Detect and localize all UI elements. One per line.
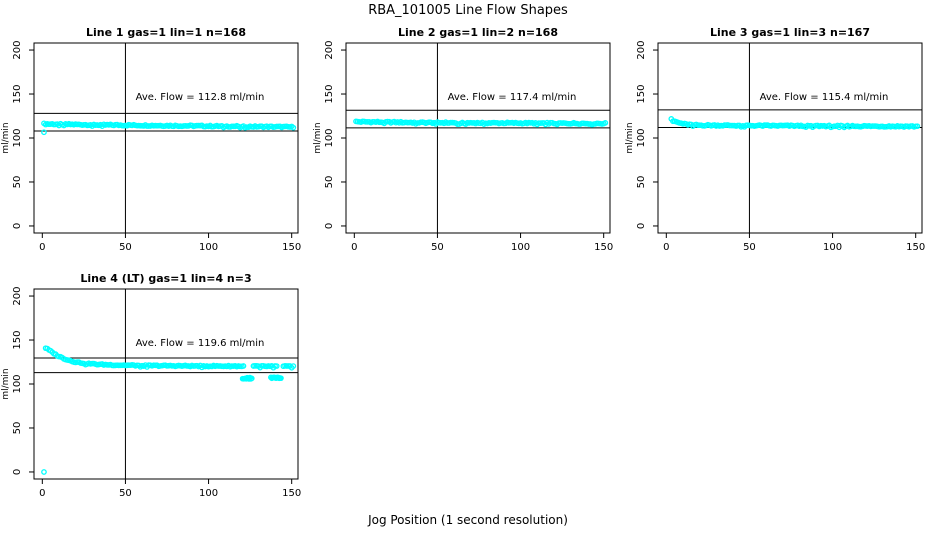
data-points [668, 116, 921, 131]
plot-box [33, 42, 299, 234]
y-tick-label: 0 [636, 223, 647, 229]
y-tick-label: 200 [636, 40, 647, 59]
ave-flow-annotation: Ave. Flow = 117.4 ml/min [448, 92, 577, 103]
plot-box [345, 42, 611, 234]
ave-flow-annotation: Ave. Flow = 115.4 ml/min [760, 92, 889, 103]
subplot-title: Line 2 gas=1 lin=2 n=168 [398, 26, 558, 39]
y-tick-label: 50 [324, 176, 335, 189]
y-tick-label: 50 [12, 422, 23, 435]
x-tick-label: 0 [663, 242, 669, 253]
y-tick-label: 200 [324, 40, 335, 59]
y-tick-label: 200 [12, 40, 23, 59]
figure-xlabel: Jog Position (1 second resolution) [368, 513, 568, 527]
flow-point [290, 363, 297, 369]
y-tick-label: 200 [12, 286, 23, 305]
y-tick-label: 0 [12, 223, 23, 229]
y-tick-label: 100 [12, 374, 23, 393]
x-tick-label: 50 [431, 242, 444, 253]
plot-box [33, 288, 299, 480]
x-tick-label: 150 [282, 242, 301, 253]
subplot-title: Line 3 gas=1 lin=3 n=167 [710, 26, 870, 39]
flow-point [602, 120, 609, 126]
data-points [41, 345, 297, 475]
y-tick-label: 150 [12, 330, 23, 349]
y-tick-label: 150 [324, 84, 335, 103]
plot-box [657, 42, 923, 234]
x-tick-label: 150 [594, 242, 613, 253]
x-tick-label: 0 [39, 242, 45, 253]
x-tick-label: 100 [199, 242, 218, 253]
y-tick-label: 100 [12, 128, 23, 147]
y-tick-label: 50 [12, 176, 23, 189]
subplot-title: Line 4 (LT) gas=1 lin=4 n=3 [80, 272, 251, 285]
y-tick-label: 50 [636, 176, 647, 189]
data-points [353, 118, 609, 128]
x-tick-label: 0 [39, 488, 45, 499]
x-tick-label: 100 [511, 242, 530, 253]
x-tick-label: 50 [119, 242, 132, 253]
x-tick-label: 100 [199, 488, 218, 499]
flow-point [273, 363, 280, 369]
ave-flow-annotation: Ave. Flow = 112.8 ml/min [136, 92, 265, 103]
subplot-line-3: Line 3 gas=1 lin=3 n=167 ml/min Ave. Flo… [624, 20, 936, 268]
x-tick-label: 0 [351, 242, 357, 253]
subplot-line-4-svg: Line 4 (LT) gas=1 lin=4 n=3 ml/min Ave. … [1, 272, 301, 499]
flow-point [41, 129, 47, 136]
y-tick-label: 150 [12, 84, 23, 103]
plot-area: 0 50 100 150 0 50 100 150 200 [12, 286, 301, 499]
subplot-line-1: Line 1 gas=1 lin=1 n=168 ml/min Ave. Flo… [0, 20, 312, 268]
flow-point [278, 375, 284, 382]
flow-point [248, 375, 255, 382]
subplot-line-1-svg: Line 1 gas=1 lin=1 n=168 ml/min Ave. Flo… [1, 26, 301, 253]
y-axis-label: ml/min [1, 122, 11, 153]
y-tick-label: 0 [324, 223, 335, 229]
x-tick-label: 100 [823, 242, 842, 253]
flow-point [41, 469, 47, 475]
x-tick-label: 150 [282, 488, 301, 499]
y-tick-label: 150 [636, 84, 647, 103]
y-axis-label: ml/min [1, 368, 11, 399]
x-tick-label: 50 [743, 242, 756, 253]
plot-area: 0 50 100 150 0 50 100 150 200 [12, 40, 301, 253]
y-axis-label: ml/min [313, 122, 323, 153]
data-points [41, 120, 297, 136]
y-tick-label: 100 [324, 128, 335, 147]
y-axis-label: ml/min [625, 122, 635, 153]
subplot-line-3-svg: Line 3 gas=1 lin=3 n=167 ml/min Ave. Flo… [625, 26, 925, 253]
x-tick-label: 50 [119, 488, 132, 499]
subplot-line-2: Line 2 gas=1 lin=2 n=168 ml/min Ave. Flo… [312, 20, 624, 268]
figure-title: RBA_101005 Line Flow Shapes [368, 3, 568, 18]
flow-point [290, 124, 297, 131]
subplot-line-4: Line 4 (LT) gas=1 lin=4 n=3 ml/min Ave. … [0, 266, 312, 514]
ave-flow-annotation: Ave. Flow = 119.6 ml/min [136, 338, 265, 349]
y-tick-label: 0 [12, 469, 23, 475]
subplot-line-2-svg: Line 2 gas=1 lin=2 n=168 ml/min Ave. Flo… [313, 26, 613, 253]
flow-point [240, 363, 247, 369]
plot-area: 0 50 100 150 0 50 100 150 200 [636, 40, 925, 253]
x-tick-label: 150 [906, 242, 925, 253]
plot-area: 0 50 100 150 0 50 100 150 200 [324, 40, 613, 253]
flow-point [914, 123, 921, 130]
subplot-title: Line 1 gas=1 lin=1 n=168 [86, 26, 246, 39]
y-tick-label: 100 [636, 128, 647, 147]
